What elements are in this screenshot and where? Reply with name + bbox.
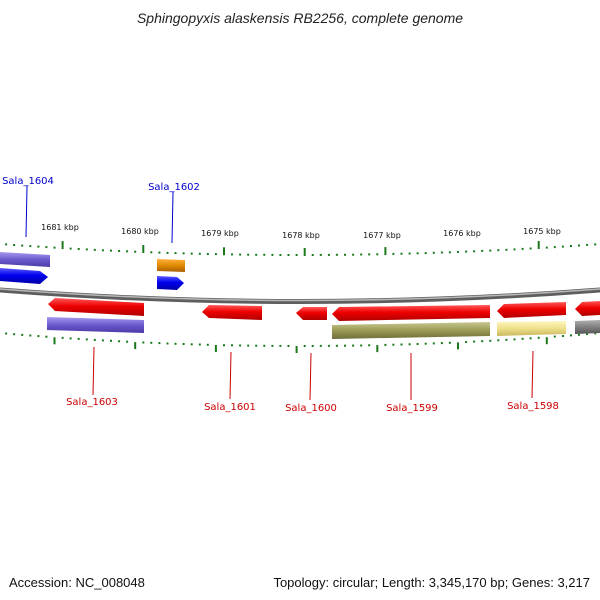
cog-feature-sala-1602[interactable] [157, 259, 185, 272]
inner-tick-ring [5, 332, 597, 353]
cds-arrow-next[interactable] [575, 301, 600, 316]
scale-label: 1679 kbp [201, 229, 239, 238]
scale-label: 1680 kbp [121, 227, 159, 236]
map-title: Sphingopyxis alaskensis RB2256, complete… [136, 10, 464, 26]
label-leader-sala-1603 [92, 346, 95, 396]
gene-label-sala-1603[interactable]: Sala_1603 [66, 397, 118, 408]
genome-backbone [0, 287, 600, 304]
cog-feature-sala-1599[interactable] [332, 322, 490, 339]
cog-feature-next[interactable] [575, 320, 600, 334]
accession-text: Accession: NC_008048 [9, 575, 145, 590]
scale-label: 1675 kbp [523, 227, 561, 236]
gene-label-sala-1600[interactable]: Sala_1600 [285, 403, 337, 414]
scale-label: 1681 kbp [41, 223, 79, 232]
cds-arrow-sala-1598[interactable] [497, 302, 566, 318]
genome-summary-text: Topology: circular; Length: 3,345,170 bp… [273, 575, 590, 590]
label-leader-sala-1598 [531, 350, 534, 399]
gene-label-sala-1598[interactable]: Sala_1598 [507, 401, 559, 412]
cds-arrow-sala-1599[interactable] [332, 305, 490, 321]
label-leader-sala-1604 [25, 185, 28, 238]
scale-label: 1678 kbp [282, 231, 320, 240]
genome-backbone-highlight [0, 288, 600, 302]
cds-arrow-sala-1604[interactable] [0, 268, 48, 284]
cog-feature-sala-1604[interactable] [0, 252, 50, 267]
gene-label-sala-1601[interactable]: Sala_1601 [204, 402, 256, 413]
scale-label: 1676 kbp [443, 229, 481, 238]
outer-tick-ring [5, 241, 597, 256]
label-leader-sala-1601 [229, 351, 232, 400]
cds-arrow-sala-1601[interactable] [202, 305, 262, 320]
cds-arrow-sala-1602[interactable] [157, 276, 184, 290]
label-leader-sala-1600 [309, 352, 312, 401]
gene-label-sala-1599[interactable]: Sala_1599 [386, 403, 438, 414]
gene-label-sala-1604[interactable]: Sala_1604 [2, 176, 54, 187]
label-leader-sala-1602 [171, 191, 174, 244]
cds-arrow-sala-1603[interactable] [48, 298, 144, 316]
cog-feature-sala-1598[interactable] [497, 321, 566, 336]
scale-label: 1677 kbp [363, 231, 401, 240]
gene-label-sala-1602[interactable]: Sala_1602 [148, 182, 200, 193]
cds-arrow-sala-1600[interactable] [296, 307, 327, 320]
cog-feature-sala-1603[interactable] [47, 317, 144, 333]
